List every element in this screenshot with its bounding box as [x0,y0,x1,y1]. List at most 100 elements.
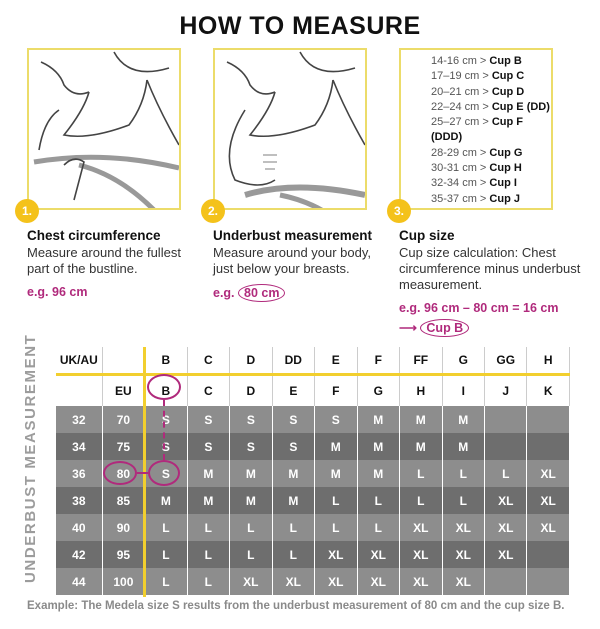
range: 28-29 cm > [431,146,487,159]
step-heading: Chest circumference [27,228,161,243]
table-cell: E [272,376,316,406]
table-cell: F [315,376,358,406]
table-cell: E [315,347,358,373]
result-highlight: Cup B [420,319,470,337]
cup-size-entry: 25–27 cm > Cup F (DDD) [431,115,551,146]
table-cell: 90 [103,514,146,541]
table-cell: M [358,406,401,433]
table-cell: 70 [103,406,146,433]
table-cell: L [443,487,485,514]
cup: Cup F (DDD) [431,116,524,144]
table-cell: M [315,433,358,460]
step-text: Measure around the fullest part of the b… [27,245,181,276]
step-number-3: 3. [387,199,411,223]
step-number-2: 2. [201,199,225,223]
table-cell: M [230,460,273,487]
cup-size-entry: 32-34 cm > Cup I [431,176,551,191]
table-cell: B [145,347,188,373]
table-cell: L [145,568,188,595]
table-cell: S [273,433,316,460]
table-cell: 44 [56,568,103,595]
table-row: 38 85 M M M M L L L L XL XL [56,487,570,514]
table-cell: K [527,376,570,406]
table-cell: C [187,376,231,406]
table-cell: M [273,487,316,514]
cup: Cup J [489,192,520,205]
underbust-axis-label: UNDERBUST MEASUREMENT [22,333,39,583]
table-cell [527,541,570,568]
range: 22–24 cm > [431,100,489,113]
step-text: Measure around your body, just below you… [213,245,372,276]
range: 14-16 cm > [431,55,487,67]
cup: Cup I [489,177,517,190]
table-cell: XL [315,541,358,568]
table-cell: G [357,376,401,406]
table-cell [102,347,146,373]
footnote: Example: The Medela size S results from … [27,600,565,612]
table-cell: 75 [103,433,146,460]
step-example: e.g. 96 cm – 80 cm = 16 cm [399,301,559,315]
cup-size-entry: 30-31 cm > Cup H [431,161,551,176]
table-cell: XL [485,514,528,541]
range: 38–39 cm > [431,208,489,209]
table-cell [527,568,570,595]
table-cell: D [230,347,273,373]
table-cell: L [358,514,401,541]
table-cell: 85 [103,487,146,514]
table-cell: XL [400,514,443,541]
table-row: 32 70 S S S S S M M M [56,406,570,433]
table-cell: S [188,433,231,460]
table-cell: D [230,376,273,406]
highlight-size-s [148,460,180,486]
table-row: 42 95 L L L L XL XL XL XL XL [56,541,570,568]
table-cell: 42 [56,541,103,568]
connector-line [163,400,165,460]
underbust-illustration [213,48,367,210]
table-cell: 40 [56,514,103,541]
cup-size-entry: 38–39 cm > Cup K [431,207,551,209]
table-cell: XL [485,541,528,568]
range: 20–21 cm > [431,85,489,98]
table-cell: L [273,541,316,568]
step-heading: Cup size [399,228,455,243]
table-cell: L [485,460,528,487]
table-cell: C [187,347,231,373]
table-cell: XL [443,568,485,595]
step-underbust: Underbust measurement Measure around you… [213,228,388,302]
table-cell: M [400,406,443,433]
step-example: e.g. 80 cm [213,284,388,302]
example-prefix: e.g. [213,286,235,300]
cup-size-entry: 17–19 cm > Cup C [431,69,551,84]
highlight-eu-80 [103,461,137,485]
step-example: e.g. 96 cm [27,285,88,299]
connector-line [137,472,148,474]
table-cell: M [273,460,316,487]
cup-size-entry: 20–21 cm > Cup D [431,85,551,100]
table-cell: H [527,347,570,373]
table-cell: FF [400,347,443,373]
table-cell: L [315,514,358,541]
table-cell: L [358,487,401,514]
table-cell: XL [400,541,443,568]
table-cell: L [188,568,231,595]
header-row-eu: EU B C D E F G H I J K [56,373,570,406]
step-number-1: 1. [15,199,39,223]
table-cell: L [188,514,231,541]
cup: Cup B [489,55,522,67]
cup: Cup D [491,85,525,98]
table-cell: XL [527,487,570,514]
table-cell: XL [358,541,401,568]
table-row: 40 90 L L L L L L XL XL XL XL [56,514,570,541]
table-cell: S [145,406,188,433]
cup-size-entry: 14-16 cm > Cup B [431,54,551,69]
table-cell: L [230,541,273,568]
table-cell: L [273,514,316,541]
range: 25–27 cm > [431,116,489,129]
table-cell [56,376,103,406]
table-cell: S [315,406,358,433]
table-cell: UK/AU [56,347,103,373]
table-cell: M [443,433,485,460]
chest-illustration [27,48,181,210]
table-cell [485,433,528,460]
